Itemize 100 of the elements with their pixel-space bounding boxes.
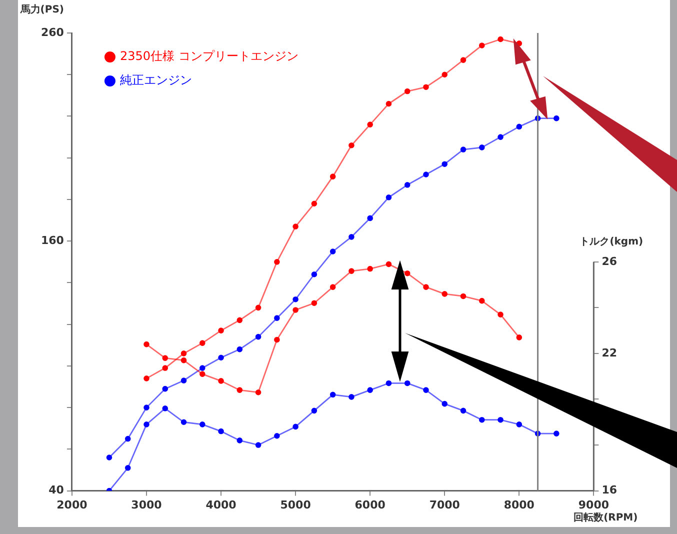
point bbox=[292, 424, 298, 430]
point bbox=[478, 298, 485, 304]
point bbox=[460, 408, 466, 414]
point bbox=[236, 346, 243, 352]
x-tick-label: 8000 bbox=[504, 498, 535, 512]
point bbox=[255, 389, 262, 396]
x-tick-label: 6000 bbox=[354, 498, 386, 512]
point bbox=[478, 144, 485, 150]
point bbox=[554, 430, 560, 436]
y-tick-label: 260 bbox=[40, 26, 64, 39]
point bbox=[348, 142, 354, 148]
point bbox=[162, 355, 168, 361]
point bbox=[367, 266, 373, 272]
point bbox=[330, 174, 336, 180]
point bbox=[423, 387, 429, 393]
point bbox=[124, 465, 131, 471]
point bbox=[274, 336, 280, 343]
point bbox=[311, 300, 318, 306]
point bbox=[386, 380, 392, 386]
y-tick-label: 160 bbox=[40, 234, 64, 247]
point bbox=[442, 72, 448, 78]
point bbox=[199, 422, 206, 428]
point bbox=[404, 88, 410, 94]
point bbox=[442, 400, 448, 407]
x-axis-title: 回転数(RPM) bbox=[574, 511, 638, 524]
point bbox=[124, 436, 131, 442]
x-tick-label: 9000 bbox=[578, 498, 610, 512]
point bbox=[330, 392, 336, 398]
point bbox=[218, 378, 224, 384]
point bbox=[144, 422, 150, 428]
point bbox=[180, 378, 187, 384]
point bbox=[162, 386, 168, 392]
point bbox=[478, 416, 485, 423]
point bbox=[367, 122, 373, 128]
point bbox=[144, 404, 150, 410]
point bbox=[199, 371, 206, 377]
point bbox=[498, 134, 504, 140]
point bbox=[274, 432, 280, 439]
point bbox=[386, 100, 392, 107]
point bbox=[255, 304, 262, 311]
point bbox=[516, 124, 522, 130]
point bbox=[460, 146, 466, 152]
point bbox=[255, 442, 262, 448]
y2-axis-title: トルク(kgm) bbox=[580, 236, 644, 248]
point bbox=[311, 408, 318, 414]
point bbox=[330, 248, 336, 254]
point bbox=[348, 234, 354, 240]
point bbox=[404, 182, 410, 188]
point bbox=[144, 341, 150, 348]
point bbox=[442, 291, 448, 297]
point bbox=[106, 454, 112, 460]
x-tick-label: 2000 bbox=[56, 498, 88, 512]
y2-tick-label: 26 bbox=[602, 254, 618, 268]
x-tick-label: 3000 bbox=[131, 498, 162, 512]
x-tick-label: 5000 bbox=[280, 498, 312, 512]
point bbox=[255, 334, 262, 340]
x-tick-label: 7000 bbox=[429, 498, 460, 512]
point bbox=[292, 307, 298, 313]
point bbox=[367, 215, 373, 222]
point bbox=[386, 261, 392, 268]
point bbox=[498, 36, 504, 42]
y-tick-label: 40 bbox=[48, 484, 64, 497]
point bbox=[180, 357, 187, 364]
point bbox=[554, 115, 560, 122]
point bbox=[236, 387, 243, 393]
point bbox=[516, 422, 522, 428]
point bbox=[498, 312, 504, 318]
point bbox=[180, 350, 187, 356]
point bbox=[292, 224, 298, 230]
point bbox=[348, 268, 354, 274]
point bbox=[498, 416, 504, 423]
point bbox=[442, 161, 448, 167]
point bbox=[144, 376, 150, 382]
point bbox=[180, 419, 187, 426]
point bbox=[404, 270, 410, 276]
point bbox=[236, 438, 243, 444]
point bbox=[460, 57, 466, 63]
point bbox=[199, 340, 206, 346]
y2-tick-label: 22 bbox=[602, 346, 618, 360]
point bbox=[274, 315, 280, 321]
x-tick-label: 4000 bbox=[206, 498, 237, 512]
y-axis-title: 馬力(PS) bbox=[19, 4, 64, 16]
point bbox=[423, 284, 429, 290]
point bbox=[199, 365, 206, 371]
point bbox=[423, 84, 429, 90]
point bbox=[516, 334, 522, 340]
legend-label: 純正エンジン bbox=[120, 73, 192, 88]
point bbox=[218, 428, 224, 434]
point bbox=[478, 42, 485, 48]
point bbox=[218, 328, 224, 334]
point bbox=[274, 259, 280, 265]
point bbox=[236, 317, 243, 324]
point bbox=[292, 296, 298, 302]
point bbox=[423, 172, 429, 178]
point bbox=[162, 405, 168, 412]
point bbox=[404, 380, 410, 386]
point bbox=[162, 365, 168, 371]
point bbox=[348, 394, 354, 400]
point bbox=[311, 200, 318, 207]
y2-tick-label: 16 bbox=[602, 484, 618, 497]
